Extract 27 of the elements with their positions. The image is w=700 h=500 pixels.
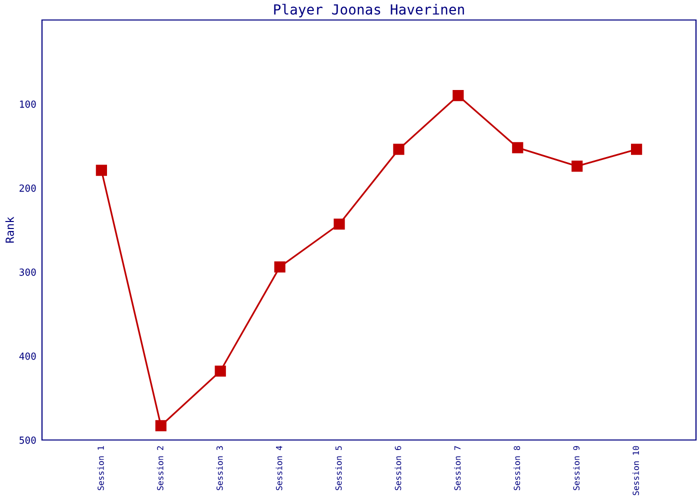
x-tick-label: Session 1: [97, 446, 104, 490]
x-tick-label: Session 5: [335, 446, 342, 490]
y-tick-label: 400: [19, 352, 36, 360]
x-tick-label: Session 10: [632, 446, 639, 496]
chart-title: Player Joonas Haverinen: [274, 4, 464, 18]
point: [572, 160, 583, 172]
x-tick-label: Session 4: [276, 446, 282, 490]
y-axis-title: Rank: [5, 216, 14, 243]
x-tick-label: Session 2: [156, 446, 164, 490]
point: [452, 90, 464, 102]
point: [274, 261, 286, 273]
x-tick-label: Session 8: [514, 446, 520, 490]
y-tick-label: 500: [20, 436, 36, 444]
point: [334, 218, 345, 230]
x-tick-label: Session 9: [573, 446, 580, 490]
x-tick-label: Session 7: [454, 446, 461, 490]
y-tick-label: 300: [20, 268, 36, 276]
point: [96, 164, 108, 176]
point: [214, 366, 226, 377]
point: [393, 144, 404, 155]
point: [512, 142, 524, 154]
x-tick-label: Session 3: [216, 446, 223, 490]
point: [155, 420, 166, 432]
point: [630, 144, 642, 155]
y-tick-label: 100: [20, 100, 36, 108]
x-tick-label: Session 6: [394, 446, 402, 490]
y-tick-label: 200: [20, 184, 36, 192]
